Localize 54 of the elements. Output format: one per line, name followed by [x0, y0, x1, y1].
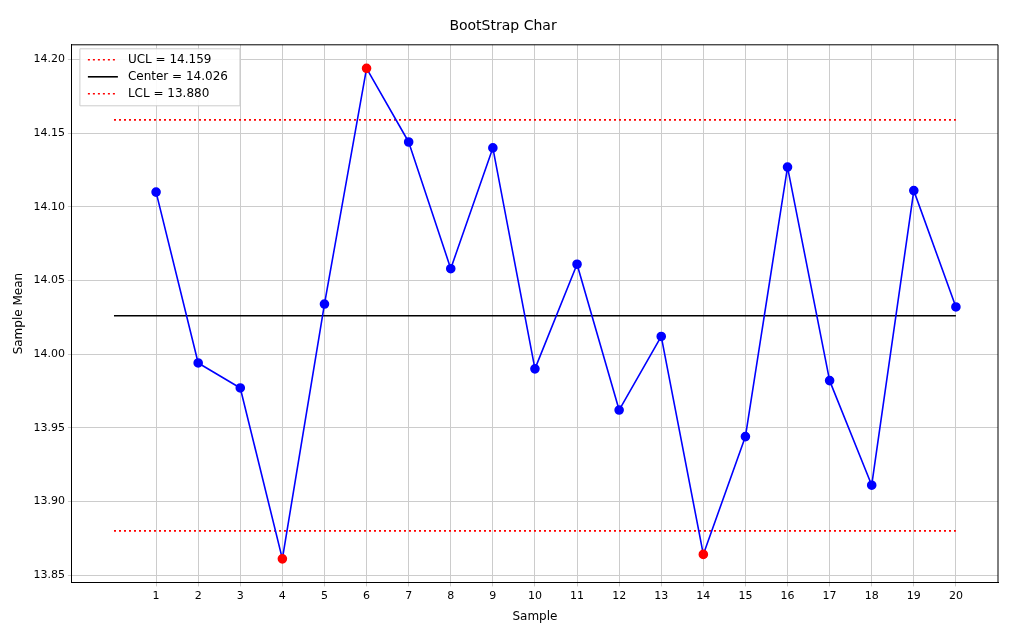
x-tick-label: 17 [822, 588, 837, 602]
point [488, 143, 498, 153]
x-tick-label: 20 [948, 588, 963, 602]
point [866, 480, 877, 490]
point [740, 431, 751, 442]
chart-title: BootStrap Char [449, 17, 557, 34]
y-tick-label: 13.95 [33, 420, 65, 434]
point [698, 549, 709, 560]
point [614, 405, 624, 415]
point [656, 331, 667, 342]
y-tick-label: 14.00 [33, 346, 65, 360]
x-tick-label: 19 [906, 588, 921, 602]
point [530, 364, 540, 374]
x-tick-label: 11 [570, 588, 585, 602]
y-tick-label: 14.05 [33, 273, 65, 287]
x-tick-label: 13 [654, 588, 669, 602]
point [909, 185, 919, 196]
legend-label: Center = 14.026 [127, 68, 228, 83]
x-tick-label: 18 [864, 588, 879, 602]
y-tick-label: 13.90 [33, 494, 65, 508]
point [403, 137, 414, 147]
point [445, 263, 456, 274]
x-tick-label: 5 [320, 588, 328, 602]
y-tick-label: 14.15 [33, 126, 65, 140]
point [361, 63, 372, 74]
x-tick-label: 1 [152, 588, 160, 602]
point [572, 259, 582, 270]
point [277, 554, 288, 564]
x-tick-label: 6 [363, 588, 371, 602]
point [782, 162, 793, 172]
x-axis-title: Sample [512, 608, 558, 623]
point [193, 358, 203, 368]
x-tick-label: 14 [696, 588, 711, 602]
point [319, 299, 330, 309]
x-tick-label: 12 [612, 588, 627, 602]
point [824, 375, 835, 386]
x-tick-label: 2 [194, 588, 202, 602]
y-tick-label: 13.85 [33, 567, 65, 581]
x-tick-label: 10 [527, 588, 542, 602]
y-tick-label: 14.20 [33, 52, 65, 66]
y-tick-label: 14.10 [33, 199, 65, 213]
x-tick-label: 7 [405, 588, 413, 602]
legend-label: LCL = 13.880 [127, 85, 210, 100]
x-tick-label: 3 [236, 588, 244, 602]
point [151, 187, 161, 197]
x-tick-label: 8 [447, 588, 455, 602]
x-tick-label: 9 [489, 588, 497, 602]
point [951, 302, 961, 312]
y-axis-title: Sample Mean [11, 272, 26, 355]
x-tick-label: 15 [738, 588, 753, 602]
point [235, 383, 246, 393]
x-tick-label: 16 [780, 588, 795, 602]
legend-label: UCL = 14.159 [127, 51, 212, 66]
x-tick-label: 4 [278, 588, 286, 602]
